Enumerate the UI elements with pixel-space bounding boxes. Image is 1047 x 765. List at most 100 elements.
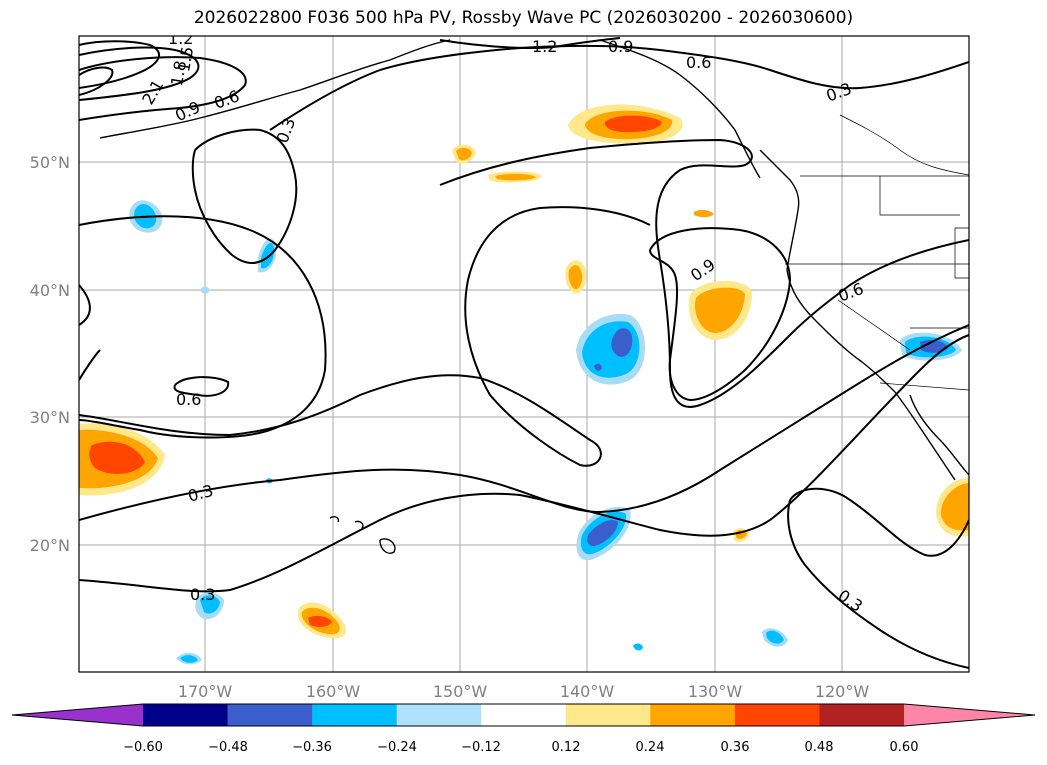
colorbar-tick: 0.48 bbox=[805, 740, 834, 755]
map-title: 2026022800 F036 500 hPa PV, Rossby Wave … bbox=[193, 8, 854, 28]
coastline-us-west bbox=[786, 209, 896, 393]
lat-label-40n: 40°N bbox=[30, 281, 70, 300]
anomaly-positive-blob bbox=[694, 287, 745, 333]
lon-label-170w: 170°W bbox=[178, 682, 233, 701]
contour-label: 0.3 bbox=[186, 481, 216, 506]
lat-label-30n: 30°N bbox=[30, 408, 70, 427]
graticule bbox=[79, 36, 969, 672]
anomaly-negative-blob bbox=[611, 328, 633, 357]
map-area: 1.2 1.5 1.8 2.1 0.9 0.6 0.3 1.2 0.9 0.6 … bbox=[79, 29, 969, 672]
lon-label-140w: 140°W bbox=[560, 682, 615, 701]
contour-label: 1.8 bbox=[167, 59, 190, 87]
lon-label-160w: 160°W bbox=[306, 682, 361, 701]
colorbar-segment bbox=[565, 704, 651, 726]
coastline-aleutians bbox=[99, 39, 451, 139]
lon-label-120w: 120°W bbox=[815, 682, 870, 701]
coastline-hawaii bbox=[329, 516, 396, 554]
coastline-baja-inner bbox=[909, 394, 969, 476]
contour-line bbox=[79, 349, 101, 381]
anomaly-negative-blob bbox=[587, 519, 618, 546]
lat-label-20n: 20°N bbox=[30, 536, 70, 555]
contour-line bbox=[789, 487, 969, 557]
contour-line bbox=[787, 499, 969, 669]
anomaly-negative-blob bbox=[180, 655, 198, 663]
contour-label: 0.9 bbox=[608, 37, 633, 56]
colorbar bbox=[11, 703, 1036, 727]
contour-label: 0.3 bbox=[190, 585, 215, 604]
colorbar-extend-right bbox=[904, 704, 1035, 726]
colorbar-outline bbox=[11, 703, 1036, 727]
contour-label: 1.5 bbox=[174, 45, 197, 73]
contour-line bbox=[79, 66, 114, 96]
contour-label: 0.3 bbox=[824, 79, 854, 106]
coastline-alaska-panhandle bbox=[599, 39, 761, 179]
contour-line bbox=[79, 46, 200, 101]
colorbar-tick: 0.24 bbox=[636, 740, 665, 755]
anomaly-negative-blob bbox=[594, 363, 602, 371]
anomaly-positive-blob bbox=[308, 615, 332, 627]
contour-line bbox=[439, 37, 621, 49]
colorbar-ticks: −0.60 −0.48 −0.36 −0.24 −0.12 0.12 0.24 … bbox=[123, 740, 918, 755]
anomaly-positive-blob bbox=[89, 441, 145, 474]
anomaly-positive-blob bbox=[694, 209, 714, 218]
contour-label: 0.9 bbox=[172, 97, 203, 125]
contour-label: 0.6 bbox=[686, 53, 711, 72]
anomaly-positive-blob bbox=[940, 483, 969, 531]
contour-line bbox=[79, 215, 327, 439]
coastline-baja bbox=[894, 391, 956, 481]
border-state-2 bbox=[837, 299, 911, 351]
colorbar-tick: −0.24 bbox=[377, 740, 417, 755]
colorbar-tick: −0.12 bbox=[461, 740, 501, 755]
latitude-labels: 50°N 40°N 30°N 20°N bbox=[30, 153, 70, 555]
border-state-3 bbox=[879, 176, 960, 216]
anomaly-negative-blob bbox=[766, 630, 784, 644]
colorbar-tick: 0.36 bbox=[721, 740, 750, 755]
contour-label: 0.9 bbox=[687, 255, 719, 285]
anomaly-negative-blob bbox=[200, 286, 210, 294]
anomaly-negative-blob bbox=[261, 243, 275, 269]
colorbar-segment bbox=[143, 704, 229, 726]
contour-line bbox=[79, 56, 247, 121]
pv-contours bbox=[79, 37, 969, 669]
longitude-labels: 170°W 160°W 150°W 140°W 130°W 120°W bbox=[178, 682, 870, 701]
contour-label: 0.6 bbox=[836, 279, 866, 306]
colorbar-tick: 0.12 bbox=[552, 740, 581, 755]
contour-line bbox=[173, 376, 230, 397]
contour-line bbox=[269, 44, 969, 131]
contour-label: 1.2 bbox=[168, 29, 193, 48]
contour-label: 1.2 bbox=[532, 37, 557, 56]
coastline-bc bbox=[759, 149, 800, 211]
border-us-mexico bbox=[879, 382, 969, 391]
anomaly-positive-blob bbox=[568, 265, 583, 290]
colorbar-segment bbox=[734, 704, 820, 726]
colorbar-tick: −0.36 bbox=[292, 740, 332, 755]
colorbar-segment bbox=[396, 704, 482, 726]
map-frame bbox=[78, 35, 970, 673]
colorbar-segment bbox=[227, 704, 313, 726]
colorbar-extend-left bbox=[12, 704, 143, 726]
contour-line bbox=[649, 227, 792, 402]
contour-label: 0.6 bbox=[212, 86, 242, 113]
contour-line bbox=[79, 40, 160, 89]
contour-line bbox=[79, 206, 651, 467]
anomaly-positive-blob bbox=[456, 147, 472, 161]
contour-line bbox=[191, 128, 298, 264]
anomaly-fills bbox=[79, 104, 969, 665]
colorbar-segment bbox=[650, 704, 736, 726]
colorbar-tick: −0.48 bbox=[208, 740, 248, 755]
lon-label-130w: 130°W bbox=[688, 682, 743, 701]
border-alaska-canada bbox=[839, 114, 969, 176]
lon-label-150w: 150°W bbox=[433, 682, 488, 701]
colorbar-segment bbox=[819, 704, 905, 726]
colorbar-segment bbox=[481, 704, 567, 726]
anomaly-positive-blob bbox=[495, 173, 536, 181]
contour-label: 2.1 bbox=[138, 76, 167, 108]
contour-label: 0.3 bbox=[834, 586, 866, 616]
lat-label-50n: 50°N bbox=[30, 153, 70, 172]
colorbar-tick: −0.60 bbox=[123, 740, 163, 755]
contour-line bbox=[79, 284, 91, 326]
contour-line bbox=[79, 334, 969, 593]
contour-label: 0.6 bbox=[176, 390, 201, 409]
colorbar-tick: 0.60 bbox=[890, 740, 919, 755]
